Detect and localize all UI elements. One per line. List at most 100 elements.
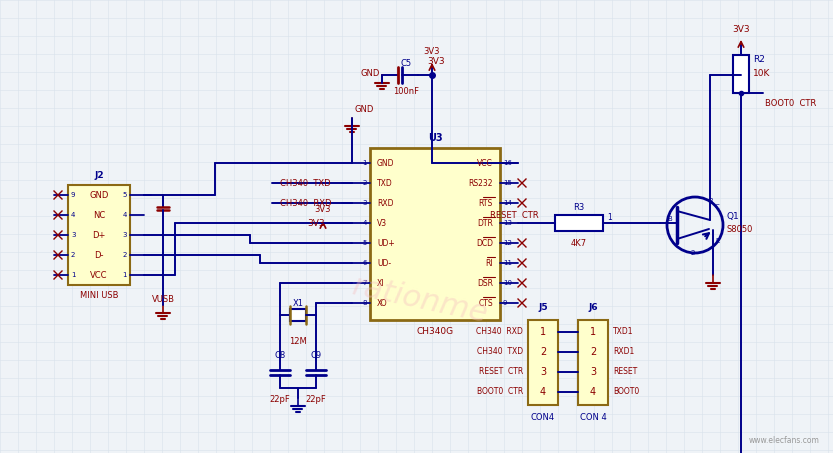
Text: 1: 1 (607, 212, 611, 222)
Text: 4: 4 (540, 387, 546, 397)
Text: CTS: CTS (478, 299, 493, 308)
Text: GND: GND (89, 191, 108, 199)
Text: 5: 5 (362, 240, 367, 246)
Text: www.elecfans.com: www.elecfans.com (749, 436, 820, 445)
Text: RTS: RTS (479, 198, 493, 207)
Text: 1: 1 (362, 160, 367, 166)
Text: V3: V3 (377, 218, 387, 227)
Text: 13: 13 (503, 220, 512, 226)
Text: 3V3: 3V3 (307, 220, 325, 228)
Text: GND: GND (355, 106, 374, 115)
Text: 5: 5 (122, 192, 127, 198)
Text: BOOT0: BOOT0 (613, 387, 639, 396)
Text: 3: 3 (709, 198, 713, 204)
Text: 4: 4 (590, 387, 596, 397)
Text: MINI USB: MINI USB (80, 290, 118, 299)
Text: 3V3: 3V3 (427, 57, 445, 66)
Text: R2: R2 (753, 56, 765, 64)
Text: C9: C9 (311, 352, 322, 361)
Bar (290, 309, 306, 321)
Text: R3: R3 (573, 202, 585, 212)
Text: D+: D+ (92, 231, 106, 240)
Text: 2: 2 (122, 252, 127, 258)
Text: 2: 2 (540, 347, 546, 357)
Text: C5: C5 (401, 58, 412, 67)
Text: 3: 3 (71, 232, 76, 238)
Text: 22pF: 22pF (270, 395, 291, 405)
Bar (528, 320, 558, 405)
Text: 2: 2 (691, 250, 696, 256)
Text: UD+: UD+ (377, 238, 395, 247)
Text: 12: 12 (503, 240, 511, 246)
Text: 3: 3 (362, 200, 367, 206)
Text: GND: GND (377, 159, 395, 168)
Text: 22pF: 22pF (306, 395, 327, 405)
Text: RXD: RXD (377, 198, 393, 207)
Text: CH340  RXD: CH340 RXD (280, 198, 332, 207)
Bar (370, 148, 500, 320)
Text: VCC: VCC (90, 270, 107, 280)
Text: NC: NC (92, 211, 105, 220)
Text: 9: 9 (71, 192, 76, 198)
Text: 14: 14 (503, 200, 511, 206)
Bar (555, 215, 603, 231)
Text: Q1: Q1 (727, 212, 740, 222)
Text: D-: D- (94, 251, 104, 260)
Text: CH340G: CH340G (416, 328, 453, 337)
Text: 4K7: 4K7 (571, 238, 587, 247)
Text: 16: 16 (503, 160, 512, 166)
Text: 3: 3 (590, 367, 596, 377)
Text: E: E (715, 238, 720, 244)
Text: TXD: TXD (377, 178, 392, 188)
Text: GND: GND (361, 68, 380, 77)
Text: CH340  TXD: CH340 TXD (476, 347, 523, 357)
Text: UD-: UD- (377, 259, 392, 268)
Text: 10: 10 (503, 280, 512, 286)
Text: CON 4: CON 4 (580, 413, 606, 421)
Text: BOOT0  CTR: BOOT0 CTR (765, 98, 816, 107)
Text: 8: 8 (362, 300, 367, 306)
Text: J6: J6 (588, 304, 598, 313)
Text: 11: 11 (503, 260, 512, 266)
Text: S8050: S8050 (727, 225, 753, 233)
Text: X1: X1 (292, 299, 303, 308)
Text: J2: J2 (94, 170, 104, 179)
Text: XI: XI (377, 279, 385, 288)
Text: 3: 3 (122, 232, 127, 238)
Text: 4: 4 (71, 212, 75, 218)
Text: CON4: CON4 (531, 413, 555, 421)
Bar (578, 320, 608, 405)
Text: CH340  RXD: CH340 RXD (476, 328, 523, 337)
Text: 4: 4 (362, 220, 367, 226)
Text: 100nF: 100nF (393, 87, 419, 96)
Text: 1: 1 (71, 272, 76, 278)
Text: 7: 7 (362, 280, 367, 286)
Text: 15: 15 (503, 180, 511, 186)
Text: DTR: DTR (477, 218, 493, 227)
Text: BOOT0  CTR: BOOT0 CTR (476, 387, 523, 396)
Bar (733, 55, 749, 93)
Text: RI: RI (486, 259, 493, 268)
Text: 1: 1 (540, 327, 546, 337)
Text: RS232: RS232 (468, 178, 493, 188)
Text: DSR: DSR (477, 279, 493, 288)
Text: 1: 1 (122, 272, 127, 278)
Text: RESET: RESET (613, 367, 637, 376)
Text: 4: 4 (122, 212, 127, 218)
Text: RESET  CTR: RESET CTR (479, 367, 523, 376)
Text: CH340  TXD: CH340 TXD (280, 178, 331, 188)
Bar (68, 185, 130, 285)
Text: 3V3: 3V3 (424, 48, 441, 57)
Text: XO: XO (377, 299, 387, 308)
Text: 12M: 12M (289, 337, 307, 346)
Text: 2: 2 (590, 347, 596, 357)
Text: 2: 2 (362, 180, 367, 186)
Text: J5: J5 (538, 304, 548, 313)
Text: 6: 6 (362, 260, 367, 266)
Text: U3: U3 (427, 133, 442, 143)
Text: C8: C8 (274, 352, 286, 361)
Text: 2: 2 (71, 252, 75, 258)
Text: rationme: rationme (349, 271, 491, 328)
Text: 3V3: 3V3 (315, 204, 332, 213)
Text: C: C (715, 204, 720, 210)
